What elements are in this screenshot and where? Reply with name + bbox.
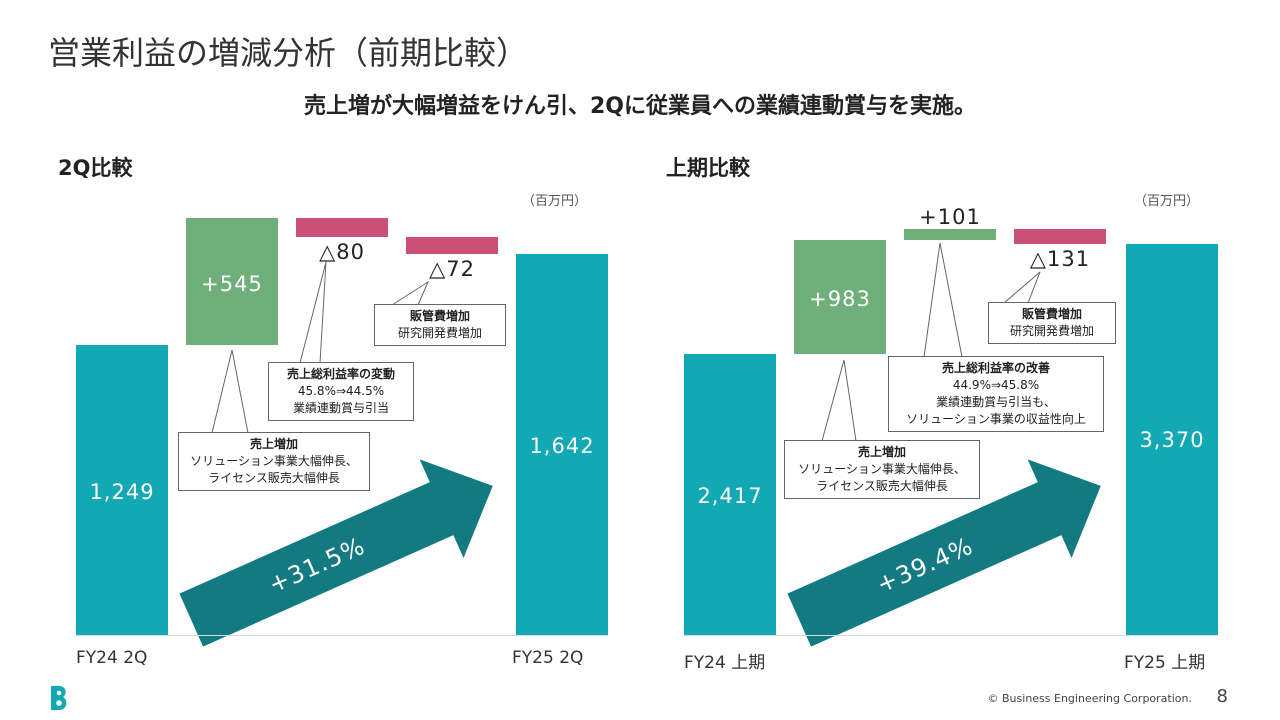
callout-h1-sales-head: 売上増加 [857,445,906,459]
callout-2q-margin-head: 売上総利益率の変動 [286,367,395,381]
chart-2q-title: 2Q比較 [58,156,133,180]
callout-h1-sales-line1: ソリューション事業大幅伸長、 [798,462,966,476]
callout-pointer-h1-margin [923,242,963,358]
bar-2q-sga-increase [406,237,498,254]
value-label-2q-sales: +545 [201,272,263,296]
bar-h1-fy24 [684,354,776,635]
value-label-h1-fy24: 2,417 [697,484,763,508]
callout-pointer-2q-margin [299,261,327,364]
bar-2q-sales-increase [186,218,278,345]
value-label-2q-fy25: 1,642 [529,434,595,458]
bar-h1-sales-increase [794,240,886,354]
value-label-2q-margin: △80 [319,240,365,264]
callout-2q-sga-line1: 研究開発費増加 [397,326,482,340]
callout-pointer-2q-sales [211,349,249,434]
page-subtitle: 売上増が大幅増益をけん引、2Qに従業員への業績連動賞与を実施。 [303,94,976,119]
chart-h1-unit: （百万円） [1134,194,1200,209]
callout-h1-sga: 販管費増加 研究開発費増加 [988,302,1116,344]
page-number: 8 [1216,686,1228,707]
callout-2q-margin-line2: 業績連動賞与引当 [292,401,389,415]
callout-2q-sales-line2: ライセンス販売大幅伸長 [208,471,340,485]
callout-2q-sales: 売上増加 ソリューション事業大幅伸長、 ライセンス販売大幅伸長 [178,432,370,491]
value-label-2q-sga: △72 [429,257,475,281]
callout-2q-margin-line1: 45.8%⇒44.5% [297,384,385,398]
callout-2q-sales-line1: ソリューション事業大幅伸長、 [190,454,358,468]
bar-h1-margin-change [904,229,996,240]
callout-h1-margin: 売上総利益率の改善 44.9%⇒45.8% 業績連動賞与引当も、 ソリューション… [888,356,1104,432]
bar-2q-fy25 [516,254,608,635]
category-label-2q-fy25: FY25 2Q [512,648,584,668]
value-label-h1-sales: +983 [809,287,871,311]
callout-pointer-h1-sales [821,359,857,442]
value-label-h1-margin: +101 [919,205,981,229]
bar-h1-sga-increase [1014,229,1106,244]
callout-h1-sales-line2: ライセンス販売大幅伸長 [816,479,948,493]
callout-h1-margin-line3: ソリューション事業の収益性向上 [906,412,1086,426]
callout-h1-margin-line2: 業績連動賞与引当も、 [936,395,1056,409]
category-label-h1-fy25: FY25 上期 [1124,653,1206,673]
value-label-h1-sga: △131 [1029,247,1091,271]
callout-h1-sga-line1: 研究開発費増加 [1009,324,1094,338]
callout-2q-sga-head: 販管費増加 [409,309,470,323]
category-label-h1-fy24: FY24 上期 [684,653,766,673]
value-label-h1-fy25: 3,370 [1139,428,1205,452]
callout-2q-margin: 売上総利益率の変動 45.8%⇒44.5% 業績連動賞与引当 [268,362,414,421]
callout-pointer-h1-sga [1002,271,1041,304]
value-label-2q-fy24: 1,249 [89,480,155,504]
callout-h1-sales: 売上増加 ソリューション事業大幅伸長、 ライセンス販売大幅伸長 [784,440,980,499]
page-title: 営業利益の増減分析（前期比較） [48,34,529,72]
callout-h1-margin-line1: 44.9%⇒45.8% [952,378,1040,392]
callout-pointer-2q-sga [390,280,430,306]
copyright-text: © Business Engineering Corporation. [987,692,1192,705]
callout-2q-sales-head: 売上増加 [249,437,298,451]
bar-h1-fy25 [1126,244,1218,635]
category-label-2q-fy24: FY24 2Q [76,648,148,668]
chart-h1-title: 上期比較 [666,156,750,180]
chart-2q-axis [76,635,608,636]
b-logo-icon [51,686,67,710]
chart-2q-unit: （百万円） [522,194,588,209]
callout-2q-sga: 販管費増加 研究開発費増加 [374,304,506,346]
bar-2q-fy24 [76,345,168,635]
callout-h1-margin-head: 売上総利益率の改善 [941,361,1050,375]
bar-2q-margin-change [296,218,388,237]
chart-h1-axis [684,635,1218,636]
callout-h1-sga-head: 販管費増加 [1021,307,1082,321]
